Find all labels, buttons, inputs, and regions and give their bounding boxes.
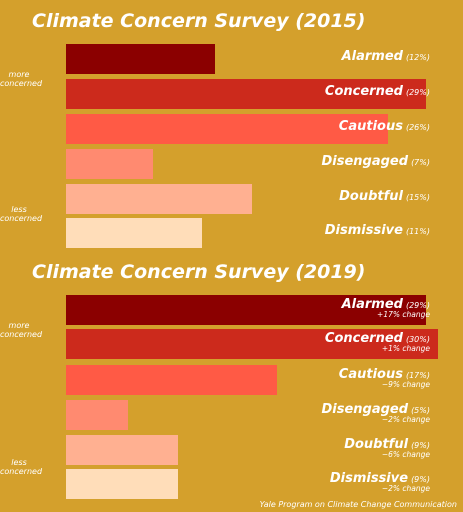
bar-label-concerned: Concerned (30%) +1% change bbox=[325, 327, 430, 353]
percent-label: (7%) bbox=[411, 158, 430, 167]
bar-disengaged bbox=[66, 400, 128, 430]
change-label: −2% change bbox=[381, 415, 430, 424]
chart-title: Climate Concern Survey (2015) bbox=[32, 10, 366, 32]
change-label: +17% change bbox=[377, 310, 430, 319]
bar-label-disengaged: Disengaged (7%) bbox=[321, 150, 430, 169]
category-name: Concerned bbox=[324, 331, 403, 346]
bar-dismissive bbox=[66, 218, 202, 248]
bar-label-doubtful: Doubtful (15%) bbox=[339, 185, 430, 204]
category-name: Cautious bbox=[338, 367, 403, 382]
category-name: Alarmed bbox=[341, 49, 403, 64]
bar-dismissive bbox=[66, 469, 178, 499]
bar-cautious bbox=[66, 114, 388, 144]
source-credit: Yale Program on Climate Change Communica… bbox=[259, 500, 457, 509]
bar-alarmed bbox=[66, 44, 215, 74]
bar-alarmed bbox=[66, 295, 426, 325]
bar-doubtful bbox=[66, 435, 178, 465]
bar-disengaged bbox=[66, 149, 153, 179]
percent-label: (12%) bbox=[405, 53, 430, 62]
chart-title: Climate Concern Survey (2019) bbox=[32, 261, 366, 283]
percent-label: (30%) bbox=[405, 335, 430, 344]
percent-label: (29%) bbox=[405, 88, 430, 97]
category-name: Cautious bbox=[338, 119, 403, 134]
bar-label-alarmed: Alarmed (12%) bbox=[342, 45, 430, 64]
bar-label-disengaged: Disengaged (5%) −2% change bbox=[321, 398, 430, 424]
bar-label-concerned: Concerned (29%) bbox=[325, 80, 430, 99]
side-label-less: less concerned bbox=[0, 458, 43, 476]
bar-label-cautious: Cautious (17%) −9% change bbox=[339, 363, 430, 389]
bar-label-alarmed: Alarmed (29%) +17% change bbox=[342, 293, 430, 319]
bar-concerned bbox=[66, 79, 426, 109]
change-label: +1% change bbox=[381, 344, 430, 353]
category-name: Dismissive bbox=[329, 471, 409, 486]
bar-doubtful bbox=[66, 184, 252, 214]
bar-concerned bbox=[66, 329, 438, 359]
side-label-less: less concerned bbox=[0, 205, 43, 223]
category-name: Concerned bbox=[324, 84, 403, 99]
category-name: Disengaged bbox=[321, 154, 409, 169]
percent-label: (9%) bbox=[411, 441, 430, 450]
percent-label: (5%) bbox=[411, 406, 430, 415]
bar-label-dismissive: Dismissive (11%) bbox=[325, 219, 430, 238]
bar-label-dismissive: Dismissive (9%) −2% change bbox=[330, 467, 430, 493]
category-name: Disengaged bbox=[321, 402, 409, 417]
bar-cautious bbox=[66, 365, 277, 395]
percent-label: (29%) bbox=[405, 301, 430, 310]
percent-label: (17%) bbox=[405, 371, 430, 380]
percent-label: (11%) bbox=[405, 227, 430, 236]
category-name: Doubtful bbox=[344, 437, 409, 452]
category-name: Dismissive bbox=[324, 223, 403, 238]
category-name: Alarmed bbox=[341, 297, 403, 312]
bar-label-doubtful: Doubtful (9%) −6% change bbox=[344, 433, 430, 459]
side-label-more: more concerned bbox=[0, 321, 43, 339]
percent-label: (9%) bbox=[411, 475, 430, 484]
bar-label-cautious: Cautious (26%) bbox=[339, 115, 430, 134]
percent-label: (26%) bbox=[405, 123, 430, 132]
percent-label: (15%) bbox=[405, 193, 430, 202]
change-label: −6% change bbox=[381, 450, 430, 459]
change-label: −2% change bbox=[381, 484, 430, 493]
category-name: Doubtful bbox=[339, 189, 403, 204]
side-label-more: more concerned bbox=[0, 70, 43, 88]
change-label: −9% change bbox=[381, 380, 430, 389]
